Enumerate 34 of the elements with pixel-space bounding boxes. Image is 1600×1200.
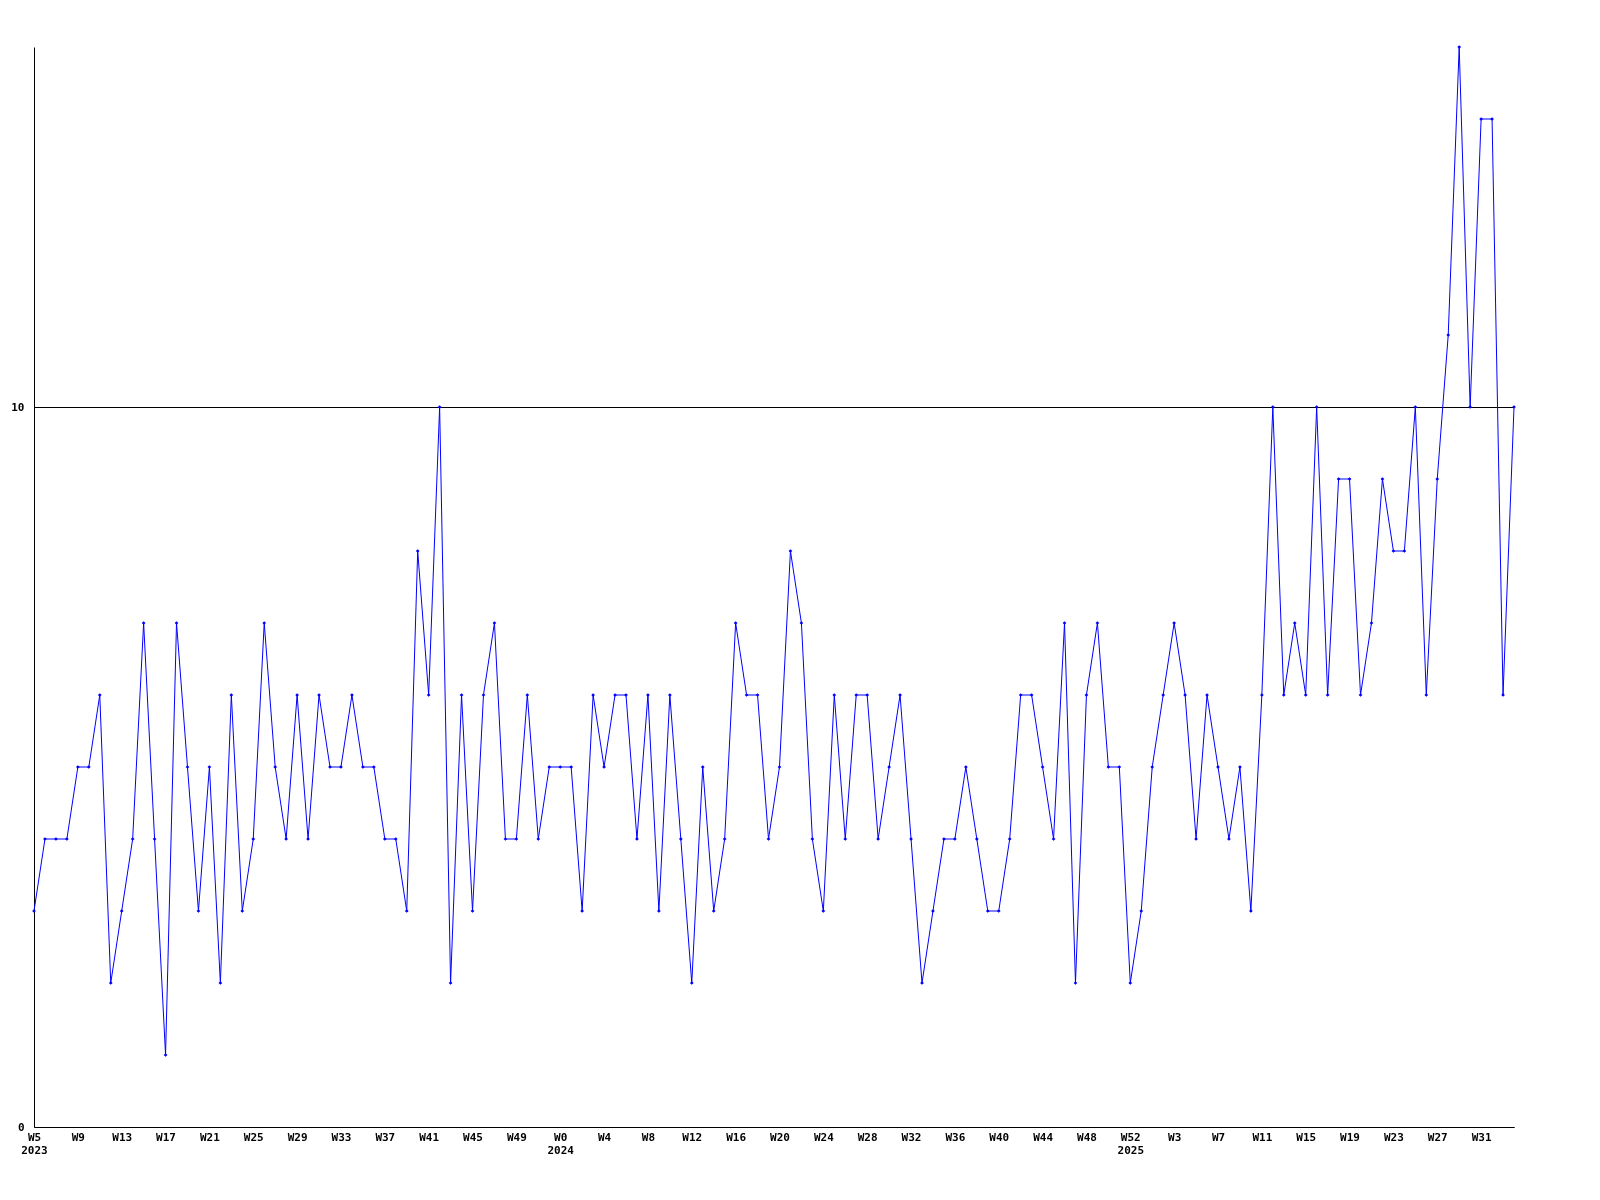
x-tick-label: W20	[770, 1130, 790, 1144]
x-tick-label: W17	[156, 1130, 176, 1144]
x-tick-label: W49	[506, 1130, 527, 1144]
x-tick-label: W23	[1383, 1130, 1404, 1144]
x-tick-label: W7	[1211, 1130, 1226, 1144]
x-tick-label: W32	[901, 1130, 922, 1144]
x-tick-label: W36	[945, 1130, 966, 1144]
x-tick-label: W41	[419, 1130, 440, 1144]
x-tick-label: W9	[71, 1130, 85, 1144]
x-tick-label: W48	[1077, 1130, 1097, 1144]
x-tick-label: W52 2025	[1117, 1130, 1145, 1157]
x-tick-label: W19	[1340, 1130, 1360, 1144]
x-tick-label: W0 2024	[547, 1130, 575, 1157]
x-tick-label: W4	[597, 1130, 612, 1144]
x-tick-label: W13	[112, 1130, 133, 1144]
x-tick-label: W12	[682, 1130, 703, 1144]
x-tick-label: W28	[857, 1130, 878, 1144]
x-tick-label: W44	[1033, 1130, 1054, 1144]
x-tick-label: W21	[199, 1130, 221, 1144]
x-tick-label: W16	[726, 1130, 747, 1144]
x-tick-label: W31	[1471, 1130, 1492, 1144]
x-tick-label: W29	[287, 1130, 308, 1144]
x-tick-label: W33	[331, 1130, 352, 1144]
x-tick-label: W3	[1168, 1130, 1182, 1144]
x-tick-label: W25	[243, 1130, 264, 1144]
y-tick-label: 10	[11, 400, 25, 414]
x-tick-label: W8	[641, 1130, 656, 1144]
x-tick-label: W27	[1427, 1130, 1448, 1144]
x-tick-label: W45	[463, 1130, 483, 1144]
x-tick-label: W40	[989, 1130, 1010, 1144]
x-tick-label: W11	[1252, 1130, 1273, 1144]
x-tick-label: W37	[375, 1130, 396, 1144]
x-tick-label: W15	[1296, 1130, 1317, 1144]
x-tick-label: W24	[813, 1130, 835, 1144]
